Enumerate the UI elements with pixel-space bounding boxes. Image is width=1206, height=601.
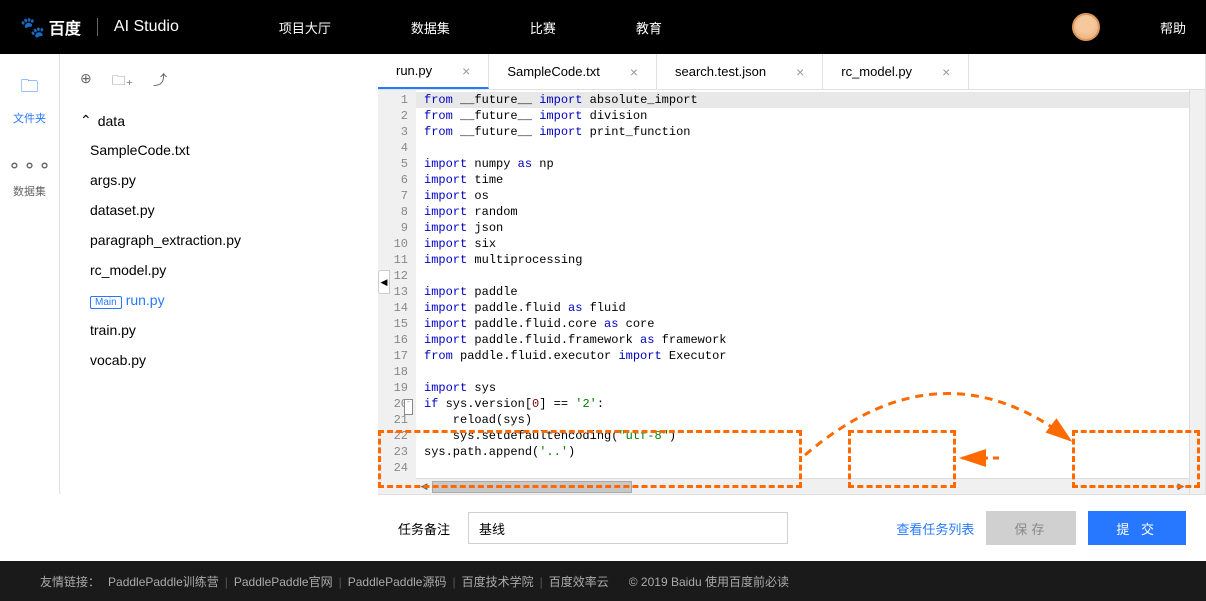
editor-area: run.py×SampleCode.txt×search.test.json×r… xyxy=(378,54,1205,494)
nav-competitions[interactable]: 比赛 xyxy=(530,18,556,37)
tree-file[interactable]: train.py xyxy=(80,315,358,345)
scroll-right-icon[interactable]: ▶ xyxy=(1173,482,1189,492)
top-nav: 🐾百度 AI Studio 项目大厅 数据集 比赛 教育 帮助 xyxy=(0,0,1206,54)
tree-toolbar: ⊕ 🗀₊ ⤴ xyxy=(80,64,358,106)
editor-tab[interactable]: SampleCode.txt× xyxy=(489,54,657,89)
copyright: © 2019 Baidu 使用百度前必读 xyxy=(629,573,789,590)
nav-projects[interactable]: 项目大厅 xyxy=(279,18,331,37)
scroll-thumb[interactable] xyxy=(432,481,632,493)
close-icon[interactable]: × xyxy=(942,64,950,80)
nav-education[interactable]: 教育 xyxy=(636,18,662,37)
collapse-handle[interactable]: ◀ xyxy=(378,270,390,294)
footer-link[interactable]: PaddlePaddle官网 xyxy=(234,575,333,589)
footer: 友情链接： PaddlePaddle训练营|PaddlePaddle官网|Pad… xyxy=(0,561,1206,601)
tree-file[interactable]: SampleCode.txt xyxy=(80,135,358,165)
left-rail: 🗀 文件夹 ⚬⚬⚬ 数据集 xyxy=(0,54,60,494)
tree-file[interactable]: Mainrun.py xyxy=(80,285,358,315)
upload-icon[interactable]: ⤴ xyxy=(153,70,167,94)
editor-tabs: run.py×SampleCode.txt×search.test.json×r… xyxy=(378,54,1205,90)
footer-link[interactable]: 百度效率云 xyxy=(549,575,609,589)
code-editor[interactable]: 12345678910111213141516171819-2021222324… xyxy=(378,90,1205,494)
new-file-icon[interactable]: ⊕ xyxy=(80,70,92,94)
code-content[interactable]: from __future__ import absolute_importfr… xyxy=(416,90,1189,494)
tree-file[interactable]: args.py xyxy=(80,165,358,195)
divider xyxy=(97,18,98,36)
main-badge: Main xyxy=(90,296,122,309)
tree-file[interactable]: paragraph_extraction.py xyxy=(80,225,358,255)
chevron-icon: ⌃ xyxy=(80,112,92,129)
remark-label: 任务备注 xyxy=(398,519,450,538)
action-bar: 任务备注 查看任务列表 保存 提 交 xyxy=(378,494,1206,561)
folder-icon: 🗀 xyxy=(21,74,39,104)
horizontal-scrollbar[interactable]: ◀ ▶ xyxy=(416,478,1189,494)
close-icon[interactable]: × xyxy=(796,64,804,80)
close-icon[interactable]: × xyxy=(462,63,470,79)
nav-links: 项目大厅 数据集 比赛 教育 xyxy=(279,18,1072,37)
footer-link[interactable]: 百度技术学院 xyxy=(462,575,534,589)
scroll-left-icon[interactable]: ◀ xyxy=(416,482,432,492)
tree-file[interactable]: dataset.py xyxy=(80,195,358,225)
nav-datasets[interactable]: 数据集 xyxy=(411,18,450,37)
editor-tab[interactable]: search.test.json× xyxy=(657,54,823,89)
submit-button[interactable]: 提 交 xyxy=(1088,511,1186,545)
close-icon[interactable]: × xyxy=(630,64,638,80)
rail-dataset[interactable]: ⚬⚬⚬ 数据集 xyxy=(7,156,52,199)
avatar[interactable] xyxy=(1072,13,1100,41)
rail-files[interactable]: 🗀 文件夹 xyxy=(13,74,46,126)
view-tasks-link[interactable]: 查看任务列表 xyxy=(896,519,974,538)
file-tree: ⊕ 🗀₊ ⤴ ⌃ data SampleCode.txtargs.pydatas… xyxy=(60,54,378,494)
footer-link[interactable]: PaddlePaddle源码 xyxy=(348,575,447,589)
tree-file[interactable]: rc_model.py xyxy=(80,255,358,285)
logo: 🐾百度 AI Studio xyxy=(20,15,179,40)
baidu-logo: 🐾百度 xyxy=(20,15,81,40)
footer-label: 友情链接： xyxy=(40,573,100,590)
studio-label: AI Studio xyxy=(114,18,179,36)
dataset-icon: ⚬⚬⚬ xyxy=(7,156,52,177)
vertical-scrollbar[interactable] xyxy=(1189,90,1205,494)
new-folder-icon[interactable]: 🗀₊ xyxy=(112,70,133,94)
remark-input[interactable] xyxy=(468,512,788,544)
tree-file[interactable]: vocab.py xyxy=(80,345,358,375)
editor-tab[interactable]: run.py× xyxy=(378,54,489,89)
help-link[interactable]: 帮助 xyxy=(1160,18,1186,37)
editor-tab[interactable]: rc_model.py× xyxy=(823,54,969,89)
save-button[interactable]: 保存 xyxy=(986,511,1076,545)
footer-link[interactable]: PaddlePaddle训练营 xyxy=(108,575,219,589)
tree-folder-data[interactable]: ⌃ data xyxy=(80,106,358,135)
paw-icon: 🐾 xyxy=(20,15,45,40)
main: 🗀 文件夹 ⚬⚬⚬ 数据集 ⊕ 🗀₊ ⤴ ⌃ data SampleCode.t… xyxy=(0,54,1206,494)
